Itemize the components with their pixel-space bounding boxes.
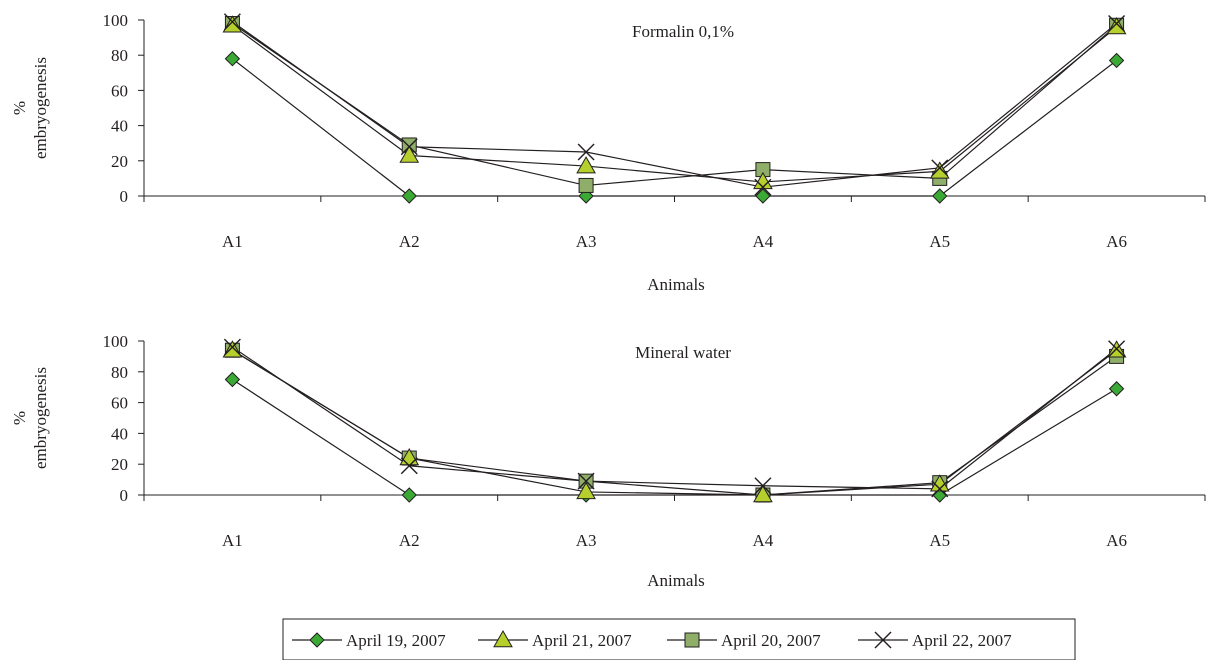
legend-label: April 21, 2007 [532, 631, 632, 650]
data-point-diamond [401, 487, 417, 503]
data-point-triangle [576, 156, 596, 174]
x-tick-label: A3 [576, 232, 597, 251]
series-line-cross [232, 21, 1117, 188]
y-tick-label: 20 [111, 152, 128, 171]
y-tick-label: 60 [111, 394, 128, 413]
data-point-triangle [753, 171, 773, 190]
data-point-triangle [753, 484, 773, 503]
data-point-triangle [929, 474, 950, 492]
y-axis-label-line1: % [10, 411, 29, 425]
chart-legend: April 19, 2007 April 21, 2007 April 20, 20… [282, 618, 1076, 660]
x-tick-label: A3 [576, 531, 597, 550]
data-point-diamond [1108, 52, 1125, 69]
series-line-square [232, 349, 1117, 496]
y-tick-label: 40 [111, 424, 128, 443]
data-point-cross [223, 13, 241, 31]
x-tick-label: A1 [222, 531, 243, 550]
y-axis-label-line1: % [10, 101, 29, 115]
y-tick-label: 80 [111, 363, 128, 382]
x-tick-label: A2 [399, 531, 420, 550]
data-point-triangle [929, 161, 950, 179]
y-tick-label: 0 [120, 486, 129, 505]
chart-title: Formalin 0,1% [632, 22, 734, 41]
x-axis-label: Animals [647, 571, 705, 590]
data-point-diamond [224, 51, 241, 67]
y-tick-label: 40 [111, 117, 128, 136]
x-tick-label: A4 [753, 531, 774, 550]
legend-item: April 21, 2007 [478, 629, 632, 650]
data-point-cross [1108, 15, 1126, 33]
data-point-diamond [1108, 381, 1125, 397]
data-point-diamond [401, 188, 417, 204]
legend-item: April 19, 2007 [292, 631, 446, 650]
x-axis-label: Animals [647, 275, 705, 294]
y-tick-label: 0 [120, 187, 129, 206]
legend-diamond-icon [309, 632, 325, 648]
chart-panel-mineral-water: 0 20 40 60 80 100 A1 A2 A3 A4 A5 A6 Mineral water Ani… [10, 332, 1206, 590]
legend-item: April 20, 2007 [667, 631, 821, 650]
data-point-cross [400, 457, 418, 475]
data-point-diamond [224, 371, 241, 388]
legend-label: April 19, 2007 [346, 631, 446, 650]
y-tick-label: 80 [111, 46, 128, 65]
chart-panel-formalin: 0 20 40 60 80 100 A1 A2 A3 A4 A5 A6 Formalin 0,1% Ani… [10, 11, 1206, 294]
y-tick-label: 100 [103, 332, 129, 351]
series-line-cross [232, 346, 1117, 490]
data-point-triangle [1106, 17, 1127, 35]
legend-label: April 22, 2007 [912, 631, 1012, 650]
series-line-triangle [232, 24, 1117, 183]
series-line-diamond [232, 58, 1117, 197]
data-point-cross [577, 143, 595, 161]
legend-triangle-icon [493, 629, 513, 648]
legend-label: April 20, 2007 [721, 631, 821, 650]
x-tick-label: A6 [1106, 531, 1127, 550]
data-point-diamond [932, 188, 948, 204]
y-axis-label-line2: embryogenesis [31, 57, 50, 159]
data-point-cross [1108, 340, 1126, 358]
y-tick-label: 60 [111, 81, 128, 100]
data-point-square [578, 177, 594, 193]
y-axis-label-line2: embryogenesis [31, 367, 50, 469]
legend-cross-icon [874, 631, 892, 649]
data-point-cross [400, 138, 418, 156]
data-point-cross [754, 477, 772, 495]
y-tick-label: 100 [103, 11, 129, 30]
data-point-cross [931, 480, 949, 498]
data-point-cross [223, 338, 241, 356]
series-line-square [232, 23, 1117, 187]
legend-square-icon [684, 632, 700, 648]
legend-item: April 22, 2007 [858, 631, 1012, 650]
x-tick-label: A4 [753, 232, 774, 251]
x-tick-label: A5 [929, 531, 950, 550]
data-point-triangle [576, 481, 596, 500]
y-tick-label: 20 [111, 455, 128, 474]
data-point-triangle [222, 340, 243, 358]
x-tick-label: A5 [929, 232, 950, 251]
x-tick-label: A6 [1106, 232, 1127, 251]
x-tick-label: A1 [222, 232, 243, 251]
data-point-diamond [755, 188, 771, 204]
data-point-triangle [222, 15, 243, 33]
x-tick-label: A2 [399, 232, 420, 251]
chart-title: Mineral water [635, 343, 731, 362]
series-line-triangle [232, 349, 1117, 496]
data-point-cross [754, 178, 772, 196]
data-point-triangle [399, 145, 420, 163]
series-line-diamond [232, 378, 1117, 496]
data-point-cross [577, 472, 595, 490]
data-point-cross [931, 159, 949, 177]
